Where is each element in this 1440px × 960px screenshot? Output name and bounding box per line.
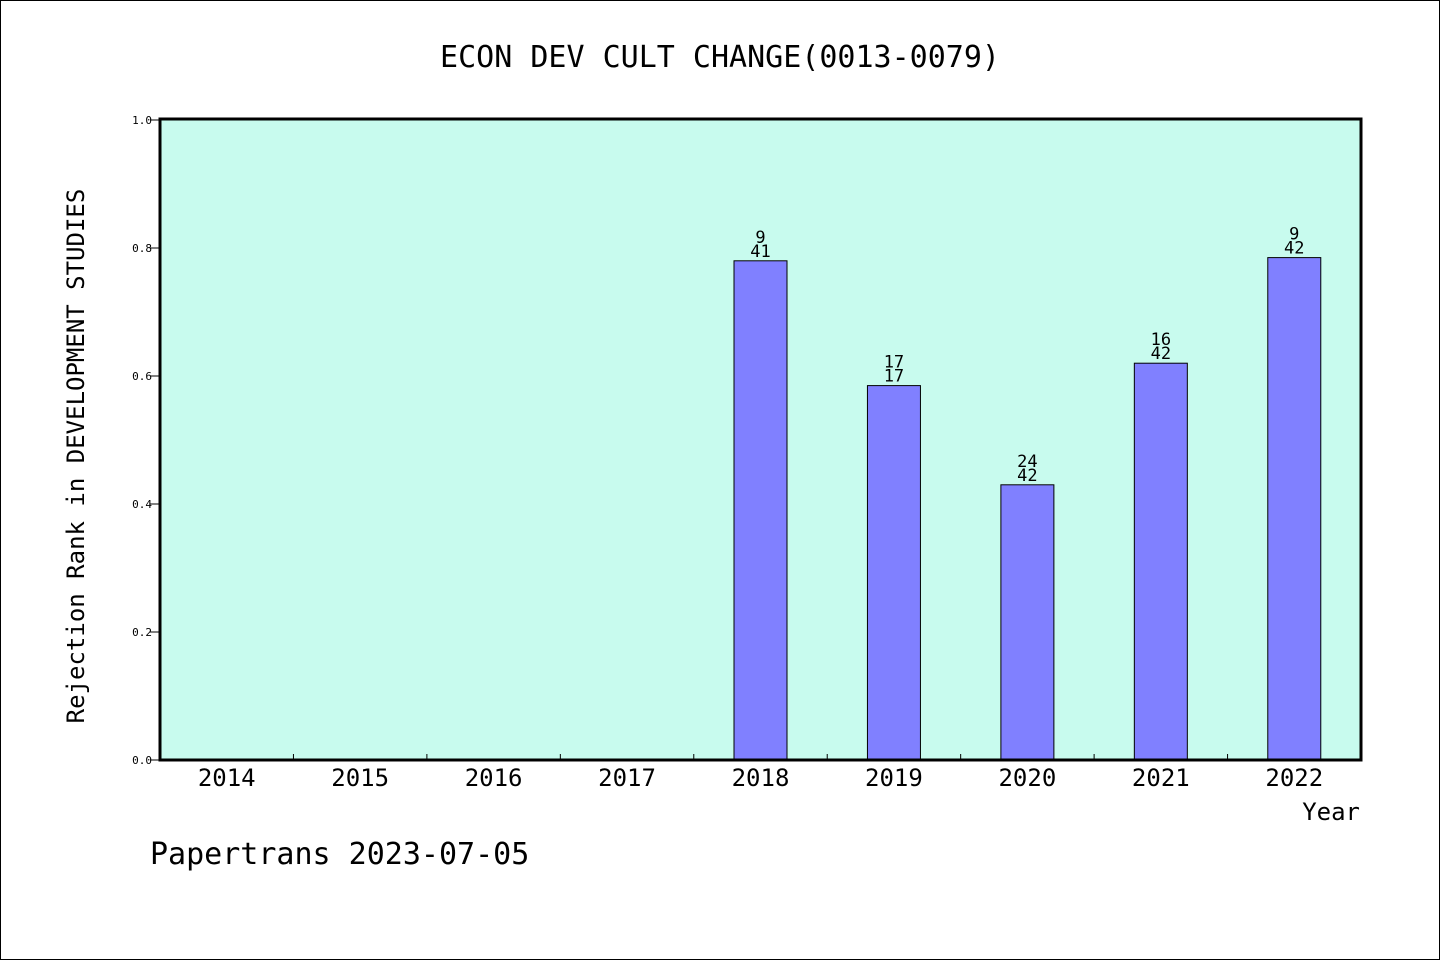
- y-tick-label: 0.0: [132, 754, 152, 767]
- x-tick-label: 2020: [998, 764, 1056, 792]
- bar-label-top: 24: [1017, 452, 1037, 472]
- x-tick-label: 2014: [198, 764, 256, 792]
- bar: [866, 385, 921, 761]
- x-axis-label: Year: [1302, 798, 1360, 826]
- bar-label-bottom: 17: [884, 367, 904, 387]
- x-tick-label: 2015: [331, 764, 389, 792]
- x-tick-label: 2022: [1265, 764, 1323, 792]
- chart-title: ECON DEV CULT CHANGE(0013-0079): [440, 40, 1000, 75]
- bar-label-bottom: 42: [1017, 466, 1037, 486]
- y-axis: 0.0 0.2 0.4 0.6 0.8 1.0: [132, 114, 160, 767]
- bar: [1133, 362, 1188, 761]
- bar-label-top: 9: [1289, 225, 1299, 245]
- x-tick-label: 2019: [865, 764, 923, 792]
- y-tick-label: 0.6: [132, 370, 152, 383]
- bar-label-top: 9: [755, 228, 765, 248]
- x-axis: 2014 2015 2016 2017 2018 2019 2020 2021 2022: [160, 754, 1361, 792]
- y-axis-label: Rejection Rank in DEVELOPMENT STUDIES: [62, 189, 90, 724]
- x-tick-label: 2016: [465, 764, 523, 792]
- x-tick-label: 2018: [732, 764, 790, 792]
- y-tick-label: 0.2: [132, 626, 152, 639]
- x-tick-label: 2021: [1132, 764, 1190, 792]
- bar: [1267, 257, 1322, 761]
- bar: [733, 260, 788, 761]
- bar-label-top: 16: [1151, 330, 1171, 350]
- bar: [1000, 484, 1055, 761]
- x-tick-label: 2017: [598, 764, 656, 792]
- y-tick-label: 0.8: [132, 242, 152, 255]
- y-tick-label: 1.0: [132, 114, 152, 127]
- y-tick-label: 0.4: [132, 498, 152, 511]
- footer-text: Papertrans 2023-07-05: [150, 837, 529, 872]
- bar-label-bottom: 41: [750, 242, 770, 262]
- bar-label-bottom: 42: [1284, 239, 1304, 259]
- bar-label-bottom: 42: [1151, 344, 1171, 364]
- bar-label-top: 17: [884, 353, 904, 373]
